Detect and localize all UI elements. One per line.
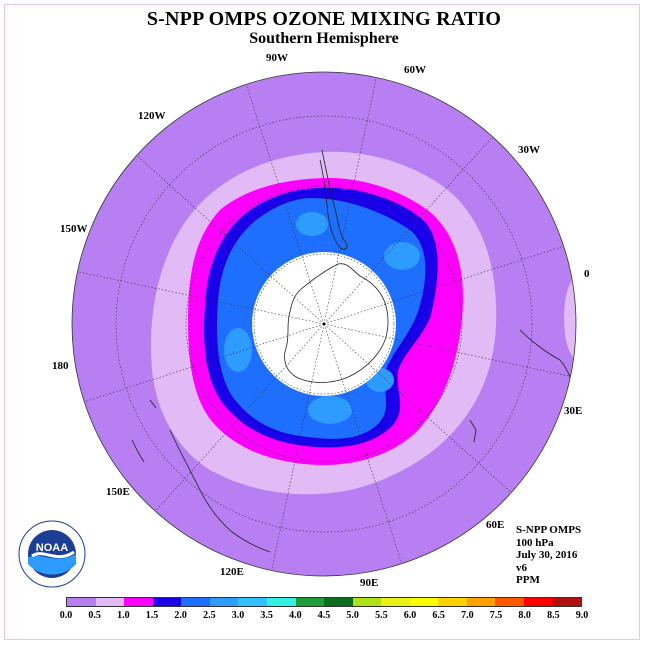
colorbar-tick-label: 9.0 xyxy=(575,610,589,621)
colorbar-ticks: 0.0 0.5 1.0 1.5 2.0 2.5 3.0 3.5 4.0 4.5 5.0 5.5 6.0 6… xyxy=(60,610,589,624)
colorbar-tick-label: 4.5 xyxy=(317,610,331,621)
meridian-line xyxy=(323,77,377,325)
antarctica-coastline xyxy=(284,263,389,383)
lat-circle-40 xyxy=(115,115,533,533)
pole-point xyxy=(322,322,326,326)
colorbar-tick-label: 1.5 xyxy=(145,610,159,621)
meridian-line xyxy=(245,84,325,325)
lat-circle-60 xyxy=(185,185,463,463)
colorbar-tick-label: 7.0 xyxy=(461,610,474,621)
meridian-line xyxy=(136,155,325,325)
figure-frame xyxy=(4,4,640,640)
colorbar-tick-label: 6.0 xyxy=(403,610,417,621)
info-version: v6 xyxy=(516,561,527,574)
colorbar-swatch xyxy=(152,598,182,606)
info-units: PPM xyxy=(516,574,540,586)
lon-label-60e: 60E xyxy=(486,519,505,531)
colorbar-tick-label: 5.5 xyxy=(375,610,388,621)
meridian-line xyxy=(323,245,564,325)
colorbar-swatch xyxy=(409,598,439,606)
colorbar-tick-label: 4.0 xyxy=(289,610,302,621)
new-zealand-coastline xyxy=(131,399,157,463)
colorbar-swatch xyxy=(266,598,296,606)
noaa-logo-icon: NOAA xyxy=(18,520,86,588)
patch-2.5-b xyxy=(384,242,420,270)
colorbar-tick-label: 1.0 xyxy=(117,610,130,621)
lon-label-60w: 60W xyxy=(404,64,426,76)
info-block: S-NPP OMPS 100 hPa July 30, 2016 v6 PPM xyxy=(516,524,581,587)
chart-subtitle: Southern Hemisphere xyxy=(249,30,399,47)
colorbar-swatch xyxy=(381,598,410,606)
lon-label-150w: 150W xyxy=(60,223,88,235)
australia-coastline xyxy=(169,429,271,553)
meridian-line xyxy=(323,323,571,377)
meridian-line xyxy=(84,323,325,403)
colorbar-swatch xyxy=(181,598,210,606)
south-america-coastline xyxy=(319,149,348,250)
colorbar-tick-label: 3.0 xyxy=(231,610,245,621)
colorbar-tick-label: 5.0 xyxy=(346,610,359,621)
meridian-line xyxy=(271,323,325,571)
colorbar-tick-label: 2.0 xyxy=(174,610,187,621)
colorbar-tick-label: 3.5 xyxy=(260,610,273,621)
lon-label-30w: 30W xyxy=(518,144,540,156)
colorbar-swatch xyxy=(495,598,524,606)
colorbar-swatch xyxy=(295,598,325,606)
colorbar-swatch xyxy=(466,598,496,606)
noaa-logo-text: NOAA xyxy=(36,542,68,554)
patch-2.5-d xyxy=(224,328,252,372)
colorbar-tick-label: 8.5 xyxy=(547,610,560,621)
lon-label-30e: 30E xyxy=(564,405,583,417)
colorbar-tick-label: 0.5 xyxy=(88,610,101,621)
light-patch-east xyxy=(564,276,576,360)
colorbar-tick-label: 6.5 xyxy=(432,610,445,621)
colorbar-tick-label: 8.0 xyxy=(518,610,531,621)
colorbar-tick-label: 7.5 xyxy=(489,610,503,621)
meridian-line xyxy=(77,271,325,325)
colorbar-tick-label: 2.5 xyxy=(203,610,216,621)
lon-label-180: 180 xyxy=(52,360,69,372)
meridian-line xyxy=(155,323,325,512)
lat-circle-80 xyxy=(253,253,395,395)
colorbar-swatch xyxy=(352,598,382,606)
meridian-line xyxy=(323,136,493,325)
colorbar-swatch xyxy=(67,598,96,606)
colorbar-swatch xyxy=(524,598,553,606)
lon-label-150e: 150E xyxy=(106,486,130,498)
colorbar-swatch xyxy=(552,598,582,606)
patch-2.5-a xyxy=(296,212,328,236)
colorbar-swatch xyxy=(209,598,239,606)
colorbar-swatch xyxy=(324,598,353,606)
colorbar-tick-label: 0.0 xyxy=(59,610,73,621)
colorbar xyxy=(66,597,582,607)
info-instrument: S-NPP OMPS xyxy=(516,524,582,536)
lon-label-0: 0 xyxy=(584,268,590,280)
info-date: July 30, 2016 xyxy=(516,549,578,561)
lon-label-120e: 120E xyxy=(220,566,244,578)
patch-2.5-c xyxy=(308,396,352,424)
lon-label-120w: 120W xyxy=(138,110,166,122)
map-border xyxy=(71,71,577,577)
colorbar-swatch xyxy=(438,598,467,606)
chart-title: S-NPP OMPS OZONE MIXING RATIO xyxy=(146,8,502,30)
meridian-line xyxy=(323,323,512,493)
lon-label-90w: 90W xyxy=(266,52,288,64)
colorbar-swatch xyxy=(95,598,125,606)
lon-label-90e: 90E xyxy=(360,577,379,589)
madagascar-coastline xyxy=(469,419,477,443)
meridian-line xyxy=(323,323,403,564)
colorbar-swatch xyxy=(124,598,153,606)
info-level: 100 hPa xyxy=(516,536,554,549)
colorbar-swatch xyxy=(238,598,267,606)
